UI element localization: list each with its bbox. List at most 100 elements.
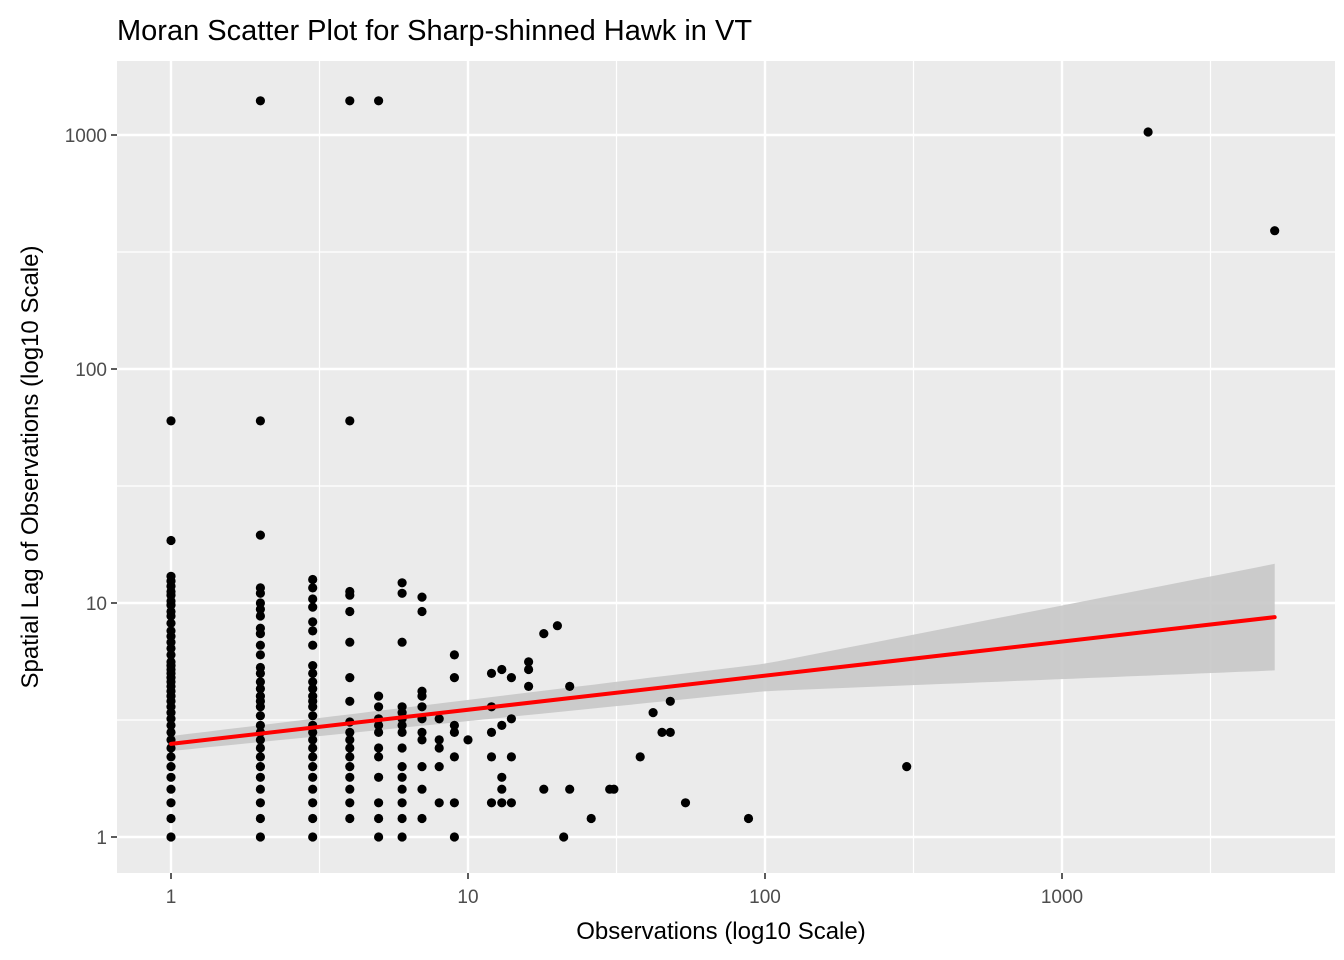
data-point [166,606,176,617]
data-point [308,583,318,593]
data-point [345,772,355,782]
x-tick-label: 100 [749,887,781,908]
data-point [255,662,265,673]
x-tick-label: 1 [166,887,177,908]
data-point [486,727,497,738]
data-point [255,720,265,731]
data-point [434,743,444,753]
chart-title: Moran Scatter Plot for Sharp-shinned Haw… [117,15,752,47]
data-point [166,535,176,546]
data-point [449,650,459,660]
data-point [308,602,318,612]
data-point [497,798,507,808]
data-point [397,813,407,824]
data-point [374,743,384,753]
data-point [397,720,407,731]
data-point [308,784,318,794]
data-point [449,832,459,842]
data-point [255,772,265,782]
data-point [397,637,407,647]
data-point [166,762,176,772]
data-point [449,673,459,683]
data-point [417,592,427,602]
data-point [345,743,355,753]
data-point [524,657,534,667]
data-point [374,832,384,842]
data-point [345,784,355,794]
data-point [506,798,516,808]
data-point [255,677,265,687]
data-point [417,727,427,738]
y-tick-label: 1000 [65,126,107,147]
data-point [166,720,176,731]
data-point [397,762,407,772]
data-point [449,752,459,762]
y-axis-label: Spatial Lag of Observations (log10 Scale… [17,246,44,689]
plot-panel [117,61,1335,873]
data-point [308,684,318,694]
data-point [539,629,549,639]
data-point [345,813,355,824]
x-axis-label: Observations (log10 Scale) [576,918,865,945]
data-point [397,702,407,712]
data-point [374,691,384,701]
data-point [397,772,407,782]
data-point [166,798,176,808]
data-point [255,530,265,540]
data-point [665,727,675,738]
data-point [374,96,384,106]
data-point [308,743,318,753]
data-point [308,752,318,762]
data-point [255,640,265,650]
data-point [497,784,507,794]
data-point [308,798,318,808]
data-point [166,832,176,842]
data-point [166,657,176,667]
data-point [434,735,444,745]
data-point [374,702,384,712]
data-point [434,798,444,808]
data-point [449,727,459,738]
panel-background [117,61,1335,873]
data-point [417,813,427,824]
data-point [255,832,265,842]
data-point [255,611,265,621]
data-point [635,752,645,762]
data-point [166,618,176,628]
data-point [166,727,176,738]
data-point [308,762,318,772]
data-point [308,711,318,721]
data-point [166,813,176,824]
data-point [497,664,507,675]
data-point [345,752,355,762]
data-point [255,743,265,753]
data-point [255,798,265,808]
data-point [397,743,407,753]
data-point [345,798,355,808]
data-point [397,578,407,588]
data-point [434,714,444,724]
data-point [345,727,355,738]
data-point [308,574,318,585]
x-tick-label: 10 [457,887,478,908]
y-tick-label: 1 [96,828,107,849]
data-point [255,604,265,614]
data-point [345,637,355,647]
data-point [255,96,265,106]
fit-line-layer [169,615,1277,746]
data-point [397,832,407,842]
data-point [609,784,619,794]
data-point [308,772,318,782]
data-point [506,714,516,724]
data-point [417,735,427,745]
data-point [417,686,427,696]
data-point [374,727,384,738]
data-point [680,798,691,808]
data-point [166,416,176,426]
data-point [308,626,318,636]
data-point [524,664,534,675]
confidence-band-layer [171,563,1275,751]
data-point [308,661,318,671]
data-point [308,727,318,738]
data-point [486,798,497,808]
